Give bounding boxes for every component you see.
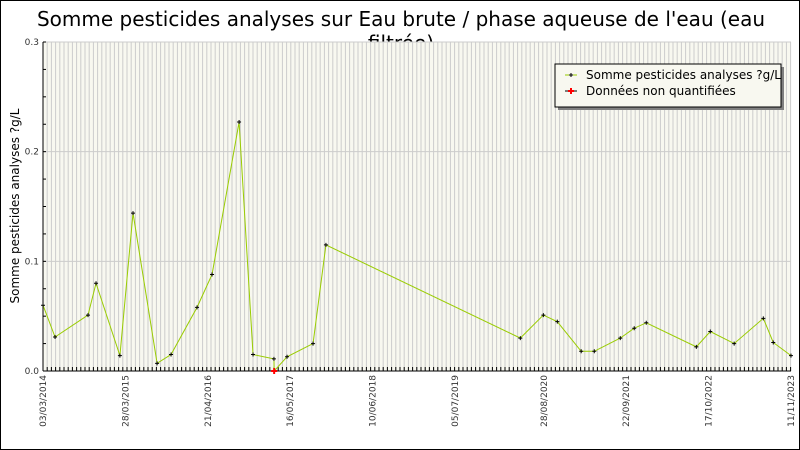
horizontal-grid (43, 41, 791, 262)
y-tick-labels: 0.0 0.1 0.2 0.3 (25, 38, 40, 377)
y-axis-label: Somme pesticides analyses ?g/L (8, 108, 22, 303)
x-tick-label: 11/11/2023 (787, 375, 797, 427)
x-tick-label: 22/09/2021 (622, 375, 632, 427)
data-point (271, 356, 276, 361)
data-point (53, 335, 58, 340)
vertical-grid (46, 42, 792, 371)
data-point (694, 344, 699, 349)
legend-nq-marker-swatch (568, 88, 574, 94)
y-tick-label: 0.2 (25, 148, 39, 158)
legend-box (554, 63, 782, 108)
data-point (555, 319, 560, 324)
non-quantified-point (271, 368, 278, 374)
data-point (237, 120, 242, 125)
x-tick-label: 28/08/2020 (540, 375, 550, 427)
data-point (732, 341, 737, 346)
data-point (789, 353, 793, 358)
legend-label-series: Somme pesticides analyses ?g/L (586, 68, 781, 82)
x-tick-label: 17/10/2022 (705, 375, 715, 427)
x-tick-label: 03/03/2014 (39, 375, 49, 427)
data-point (169, 352, 174, 357)
y-tick-label: 0.0 (25, 367, 40, 377)
series-somme-pesticides (41, 120, 793, 374)
data-point (579, 349, 584, 354)
y-tick-label: 0.1 (25, 257, 39, 267)
data-point (195, 305, 200, 310)
legend-marker-swatch (569, 73, 573, 77)
data-point (708, 329, 713, 334)
data-point (251, 352, 256, 357)
data-point (210, 272, 215, 277)
data-point (155, 361, 160, 366)
data-point (94, 281, 99, 286)
data-point (761, 316, 766, 321)
data-point (541, 313, 546, 318)
data-point (618, 336, 623, 341)
data-point (41, 303, 45, 308)
x-tick-label: 28/03/2015 (121, 375, 131, 427)
data-point (285, 354, 290, 359)
data-point (771, 340, 776, 345)
data-point (311, 341, 316, 346)
y-tick-label: 0.3 (25, 38, 39, 48)
x-tick-label: 16/05/2017 (286, 375, 296, 427)
data-point (86, 313, 91, 318)
legend-label-non-quantified: Données non quantifiées (586, 84, 736, 98)
x-tick-labels: 03/03/2014 28/03/2015 21/04/2016 16/05/2017… (39, 375, 797, 427)
data-point (131, 211, 136, 216)
data-point (117, 353, 122, 358)
data-point (592, 349, 597, 354)
data-point (644, 320, 649, 325)
legend: Somme pesticides analyses ?g/L Données n… (554, 63, 784, 110)
x-tick-label: 21/04/2016 (204, 375, 214, 427)
x-tick-label: 10/06/2018 (369, 375, 379, 427)
x-tick-label: 05/07/2019 (451, 375, 461, 427)
axes (42, 41, 792, 372)
data-point (632, 326, 637, 331)
data-point (323, 242, 328, 247)
data-point (518, 336, 523, 341)
